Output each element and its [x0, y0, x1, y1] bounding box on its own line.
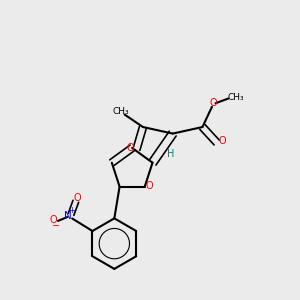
Text: N: N: [64, 211, 71, 220]
Text: O: O: [146, 181, 153, 191]
Text: O: O: [74, 193, 81, 203]
Text: O: O: [50, 215, 57, 225]
Text: O: O: [219, 136, 226, 146]
Text: CH₃: CH₃: [112, 107, 129, 116]
Text: −: −: [52, 220, 61, 231]
Text: CH₃: CH₃: [227, 92, 244, 101]
Text: +: +: [68, 206, 75, 215]
Text: H: H: [167, 149, 175, 159]
Text: O: O: [127, 143, 134, 153]
Text: O: O: [210, 98, 217, 108]
